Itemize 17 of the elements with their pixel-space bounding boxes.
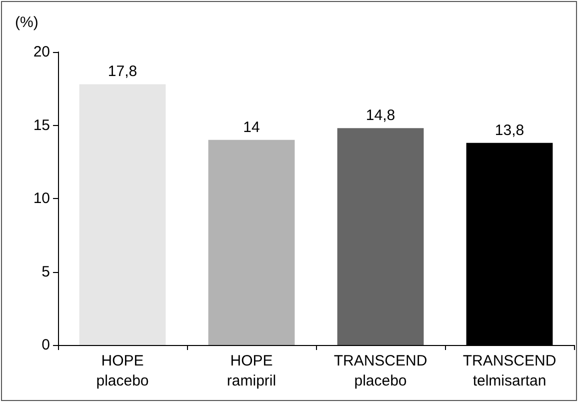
bar xyxy=(337,128,424,345)
y-tick-label: 20 xyxy=(33,44,50,60)
y-tick-label: 15 xyxy=(33,116,50,134)
data-label: 13,8 xyxy=(494,122,524,139)
y-tick-label: 0 xyxy=(42,336,50,354)
y-axis-title: (%) xyxy=(15,14,38,31)
data-label: 14,8 xyxy=(366,107,396,124)
x-tick-label: HOPE placebo xyxy=(96,352,149,390)
x-tick-label: TRANSCEND placebo xyxy=(334,352,428,390)
x-tick-label: HOPE ramipril xyxy=(226,352,276,390)
y-tick-label: 10 xyxy=(33,190,50,207)
bar xyxy=(208,140,295,345)
data-label: 17,8 xyxy=(108,63,138,80)
bar xyxy=(79,84,166,345)
data-label: 14 xyxy=(243,118,260,136)
y-tick-label: 5 xyxy=(42,263,50,280)
x-tick-label: TRANSCEND telmisartan xyxy=(462,352,556,390)
